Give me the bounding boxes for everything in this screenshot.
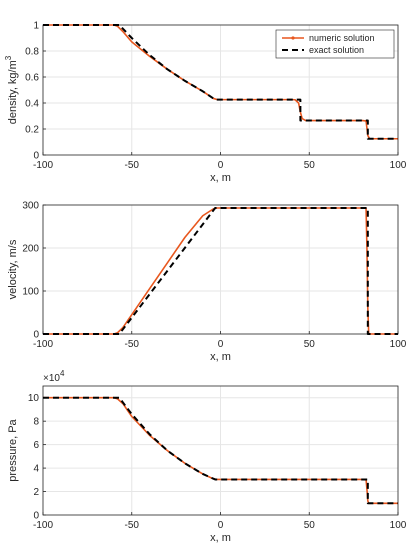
x-axis-label: x, m (210, 351, 231, 363)
y-axis-multiplier-exponent: 4 (60, 369, 65, 378)
x-tick-label: -50 (125, 520, 140, 531)
x-tick-label: 50 (304, 520, 316, 531)
y-axis-label: density, kg/m3 (4, 55, 19, 124)
x-tick-label: 0 (218, 520, 224, 531)
legend-box (275, 29, 395, 59)
x-tick-label: -100 (33, 520, 53, 531)
panel-2: -100 -50 0 50 100 0 100 200 300 x, m velocity, m/s (7, 201, 407, 364)
y-axis-label: pressure, Pa (7, 418, 19, 481)
y-tick-label: 4 (33, 464, 39, 475)
y-tick-label: 1 (33, 21, 39, 32)
x-tick-label: 50 (304, 339, 316, 350)
y-tick-label: 300 (22, 201, 39, 212)
x-tick-label: -50 (125, 160, 140, 171)
x-tick-label: -100 (33, 339, 53, 350)
x-tick-label: 0 (218, 160, 224, 171)
y-axis-label-text: pressure, Pa (7, 418, 19, 481)
x-axis-label: x, m (210, 172, 231, 184)
y-tick-label: 0 (33, 330, 39, 341)
y-tick-label: 8 (33, 417, 39, 428)
y-tick-label: 0.2 (25, 125, 39, 136)
y-tick-label: 0 (33, 511, 39, 522)
x-tick-label: -100 (33, 160, 53, 171)
series-numeric-line (43, 207, 398, 335)
y-axis-label-superscript: 3 (4, 55, 13, 60)
y-axis-label-text: density, kg/m (7, 60, 19, 124)
legend-exact-label: exact solution (309, 45, 364, 55)
legend: numeric solution exact solution (275, 29, 395, 59)
series-exact-line (43, 396, 398, 505)
x-tick-label: -50 (125, 339, 140, 350)
x-tick-label: 100 (390, 160, 407, 171)
legend-numeric-marker (291, 36, 295, 40)
y-tick-label: 200 (22, 244, 39, 255)
x-tick-label: 100 (390, 520, 407, 531)
y-tick-label: 0.8 (25, 47, 39, 58)
y-tick-label: 100 (22, 287, 39, 298)
x-axis-label: x, m (210, 532, 231, 544)
y-tick-label: 2 (33, 487, 39, 498)
y-tick-label: 6 (33, 440, 39, 451)
y-axis-multiplier-base: ×10 (43, 373, 60, 384)
y-axis-label: velocity, m/s (7, 239, 19, 299)
y-tick-label: 0.4 (25, 99, 39, 110)
x-tick-label: 50 (304, 160, 316, 171)
y-tick-label: 10 (28, 393, 40, 404)
x-tick-label: 0 (218, 339, 224, 350)
legend-numeric-label: numeric solution (309, 33, 375, 43)
y-tick-label: 0.6 (25, 73, 39, 84)
y-tick-label: 0 (33, 151, 39, 162)
y-axis-multiplier: ×104 (43, 369, 65, 384)
y-axis-label-text: velocity, m/s (7, 239, 19, 299)
series-exact-line (43, 24, 398, 140)
x-tick-label: 100 (390, 339, 407, 350)
series-exact-line (43, 207, 398, 335)
